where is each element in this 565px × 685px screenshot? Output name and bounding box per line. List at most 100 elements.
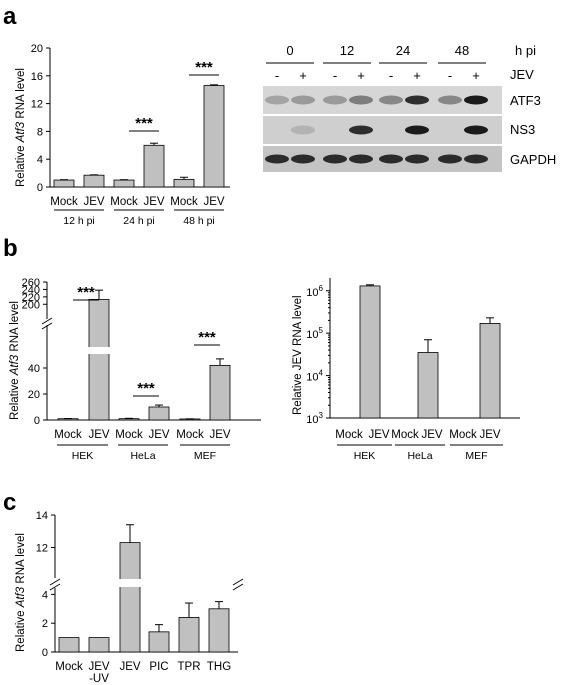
chart-b-left-category-4: Mock: [176, 429, 204, 441]
blot-sign-1: +: [299, 68, 307, 83]
blot-band-gapdh-4: [379, 154, 403, 164]
western-blot: h pi JEV ATF3 NS3 GAPDH 0 12 24 48- + - + - + - +: [263, 43, 556, 172]
chart-c-category-3: PIC: [149, 661, 168, 673]
blot-band-atf3-5: [405, 95, 429, 105]
chart-c-category-1: JEV -UV: [88, 661, 109, 685]
chart-b-left-bar-2: [118, 418, 140, 421]
chart-a-ytick-label-3: 12: [31, 99, 43, 111]
chart-b-right-bar-3: [417, 352, 439, 419]
chart-c: Relative Atf3 RNA level 0 2 4 12 14 Mock JEV -U…: [15, 510, 244, 685]
blot-time-1: 12: [340, 43, 354, 58]
blot-time-header: h pi: [515, 43, 536, 58]
chart-b-left-ytick-label-0: 0: [34, 415, 40, 427]
blot-strip-atf3: [263, 86, 502, 114]
chart-b-right-category-1: JEV: [368, 429, 389, 441]
chart-b-left-bar-5: [209, 364, 231, 421]
chart-b-left-ytick-label-2: 40: [28, 363, 40, 375]
blot-label-gapdh: GAPDH: [510, 152, 556, 167]
chart-c-bar-break-gap: [116, 579, 144, 587]
chart-b-left-group-0: HEK: [72, 450, 94, 462]
chart-b-left-sig-2: ***: [198, 329, 216, 346]
chart-a-bar-0: [53, 179, 75, 188]
chart-a-category-5: JEV: [203, 196, 224, 208]
panel-label-a: a: [3, 3, 17, 30]
chart-a-category-4: Mock: [170, 196, 198, 208]
chart-a-ytick-label-0: 0: [37, 182, 43, 194]
chart-b-left-ytick-label-3: 200: [22, 299, 40, 311]
chart-b-left-sig-0: ***: [77, 284, 95, 301]
chart-b-right-ytick-label-2: 105: [306, 326, 323, 341]
chart-a-bar-5: [203, 85, 225, 188]
chart-a-group-0: 12 h pi: [63, 215, 95, 227]
chart-c-axis-break-right: [232, 578, 244, 591]
blot-sign-6: -: [448, 68, 452, 83]
chart-a-group-2: 48 h pi: [183, 215, 215, 227]
chart-b-right-ytick-label-0: 103: [306, 411, 323, 426]
chart-b-left-category-0: Mock: [54, 429, 82, 441]
chart-b-right-bar-1: [359, 285, 381, 419]
blot-band-ns3-5: [405, 125, 429, 135]
chart-b-right-bar-5: [479, 323, 501, 419]
chart-a-ytick-label-5: 20: [31, 43, 43, 55]
blot-jev-label: JEV: [510, 67, 534, 82]
blot-time-0: 0: [286, 43, 293, 58]
blot-band-ns3-7: [464, 125, 488, 135]
chart-c-ytick-label-2: 4: [42, 589, 48, 601]
chart-b-left: Relative Atf3 RNA level 0 20 40 20022024026…: [9, 277, 261, 462]
blot-strip-ns3: [263, 116, 502, 144]
chart-b-left-ytick-label-1: 20: [28, 389, 40, 401]
chart-c-bar-1: [88, 637, 110, 653]
chart-a-sig-0: ***: [135, 115, 153, 132]
chart-c-ytick-label-4: 14: [36, 510, 48, 522]
blot-sign-0: -: [275, 68, 279, 83]
chart-a-ytick-label-4: 16: [31, 71, 43, 83]
chart-c-bar-3: [148, 631, 170, 653]
chart-c-bar-0: [58, 637, 80, 653]
blot-sign-5: +: [413, 68, 421, 83]
chart-b-left-ylabel: Relative Atf3 RNA level: [9, 301, 21, 420]
chart-c-ytick-label-0: 0: [42, 647, 48, 659]
blot-band-atf3-0: [265, 95, 289, 105]
chart-c-category-0: Mock: [55, 661, 83, 673]
chart-a-bar-4: [173, 178, 195, 188]
blot-band-atf3-3: [349, 95, 373, 105]
chart-b-left-bar-3: [148, 406, 170, 421]
chart-b-left-group-1: HeLa: [130, 450, 155, 462]
chart-c-category-2: JEV: [119, 661, 140, 673]
chart-b-right-group-1: HeLa: [407, 450, 432, 462]
blot-band-gapdh-7: [464, 154, 488, 164]
chart-c-bar-4: [178, 617, 200, 653]
chart-b-left-ytick-label-6: 260: [22, 277, 40, 289]
blot-band-atf3-2: [323, 95, 347, 105]
chart-c-bar-5: [208, 608, 230, 653]
chart-a-ylabel: Relative Atf3 RNA level: [15, 68, 27, 187]
chart-b-left-axis-break: [41, 317, 53, 330]
chart-b-left-ytick-label-5: 240: [22, 284, 40, 296]
chart-b-right-ytick-label-1: 104: [306, 369, 323, 384]
chart-b-left-category-2: Mock: [115, 429, 143, 441]
chart-c-bar-2: [119, 542, 141, 653]
blot-sign-2: -: [333, 68, 337, 83]
chart-c-ytick-label-1: 2: [42, 618, 48, 630]
chart-b-left-bar-break-gap: [86, 347, 112, 354]
chart-b-left-ytick-label-4: 220: [22, 292, 40, 304]
blot-band-atf3-4: [379, 95, 403, 105]
chart-c-category-4: TPR: [178, 661, 201, 673]
chart-c-ylabel: Relative Atf3 RNA level: [15, 533, 27, 652]
chart-b-right-category-4: Mock: [449, 429, 477, 441]
chart-b-left-group-2: MEF: [194, 450, 216, 462]
chart-a-ytick-label-2: 8: [37, 126, 43, 138]
chart-a-category-3: JEV: [143, 196, 164, 208]
chart-b-right-category-3: JEV: [421, 429, 442, 441]
blot-band-gapdh-1: [291, 154, 315, 164]
blot-time-3: 48: [455, 43, 469, 58]
chart-b-right-group-2: MEF: [465, 450, 487, 462]
chart-b-left-bar-1: [88, 299, 110, 421]
chart-b-right-category-5: JEV: [479, 429, 500, 441]
blot-sign-7: +: [472, 68, 480, 83]
blot-label-atf3: ATF3: [510, 93, 541, 108]
chart-c-axis-break-left: [49, 578, 61, 591]
chart-a-group-1: 24 h pi: [123, 215, 155, 227]
